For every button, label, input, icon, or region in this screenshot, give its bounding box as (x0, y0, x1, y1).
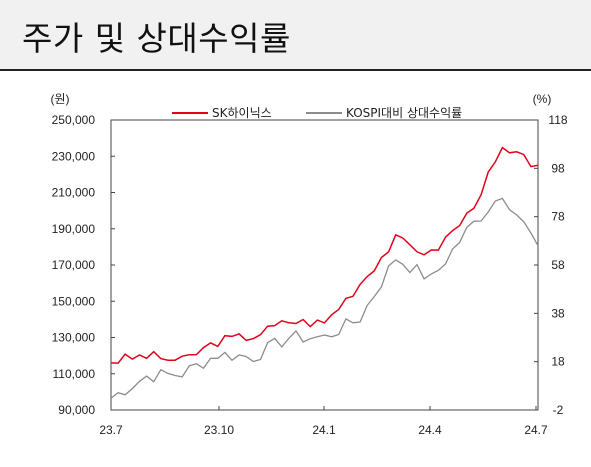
x-tick-label: 24.1 (312, 423, 336, 437)
right-tick-label: 118 (548, 113, 567, 127)
right-tick-label: 58 (551, 258, 565, 272)
left-tick-label: 150,000 (52, 294, 96, 308)
left-axis-unit: (원) (50, 92, 69, 106)
x-tick-label: 23.7 (99, 423, 123, 437)
x-tick-label: 24.4 (418, 423, 442, 437)
right-tick-label: -2 (553, 403, 564, 417)
left-tick-label: 110,000 (53, 367, 96, 381)
series-line-relative-return (110, 197, 539, 399)
left-tick-label: 130,000 (52, 331, 96, 345)
x-tick-label: 24.7 (524, 423, 548, 437)
left-tick-label: 90,000 (58, 403, 95, 417)
left-tick-label: 230,000 (52, 149, 96, 163)
right-tick-label: 38 (551, 306, 565, 320)
page-title: 주가 및 상대수익률 (22, 19, 291, 58)
series-line-sk-hynix (110, 146, 539, 364)
right-tick-label: 98 (551, 161, 565, 175)
right-axis-unit: (%) (533, 92, 552, 106)
legend-label-relative-return: KOSPI대비 상대수익률 (346, 106, 462, 120)
title-rule (0, 69, 591, 71)
x-tick-label: 23.10 (204, 423, 234, 437)
left-tick-label: 210,000 (52, 186, 96, 200)
right-tick-label: 78 (551, 210, 565, 224)
right-tick-label: 18 (551, 355, 565, 369)
title-band: 주가 및 상대수익률 (0, 0, 591, 70)
left-tick-label: 250,000 (52, 113, 96, 127)
legend-label-sk-hynix: SK하이닉스 (212, 106, 272, 120)
plot-frame (110, 119, 539, 411)
left-tick-label: 190,000 (52, 222, 96, 236)
left-tick-label: 170,000 (52, 258, 96, 272)
